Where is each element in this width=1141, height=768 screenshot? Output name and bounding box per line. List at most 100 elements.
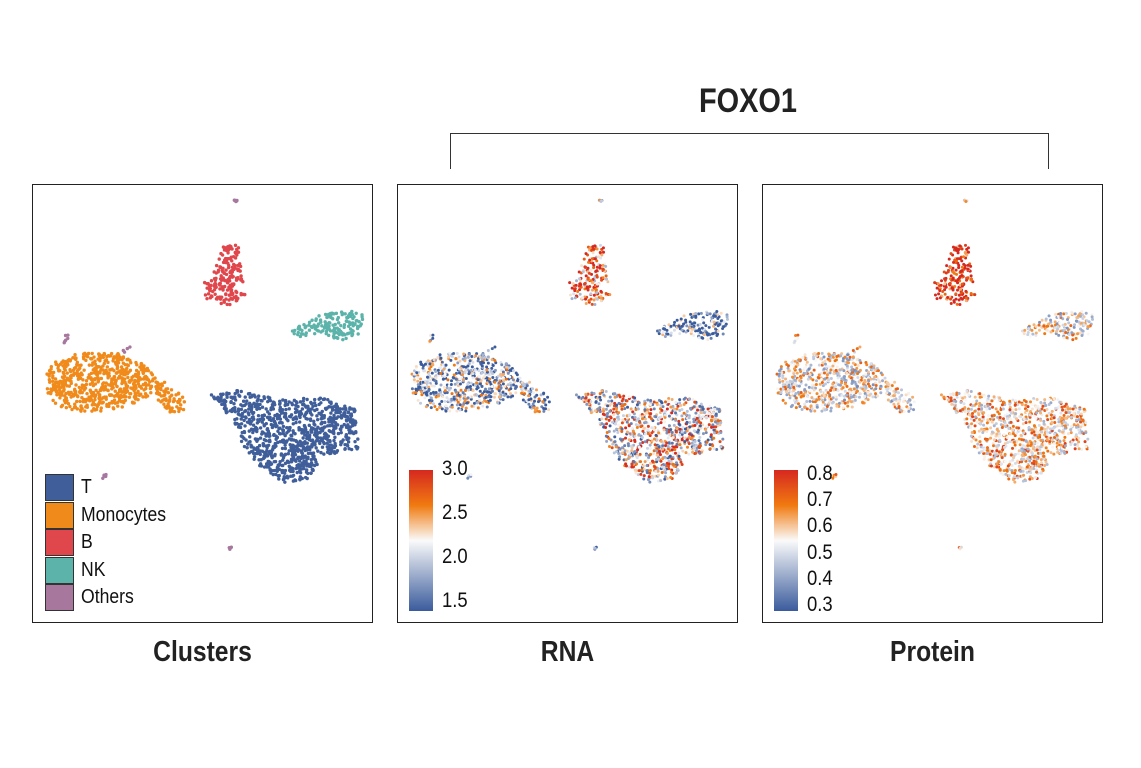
cell-point <box>708 323 712 327</box>
cell-point <box>1066 423 1070 427</box>
cell-point <box>254 438 259 442</box>
cell-point <box>570 297 574 301</box>
cell-point <box>218 265 223 269</box>
cell-point <box>1030 451 1034 455</box>
cell-point <box>681 425 685 429</box>
cell-point <box>149 384 153 389</box>
cell-point <box>308 451 313 455</box>
cell-point <box>588 246 592 250</box>
cell-point <box>328 321 332 325</box>
cell-point <box>680 438 684 442</box>
cell-point <box>1042 454 1046 458</box>
cell-point <box>575 279 579 283</box>
cell-point <box>971 404 975 408</box>
cell-point <box>677 324 681 328</box>
cell-point <box>435 408 439 412</box>
cell-point <box>514 384 518 388</box>
cell-point <box>493 345 497 349</box>
cell-point <box>124 369 128 373</box>
cell-point <box>218 281 222 286</box>
cell-point <box>273 420 277 425</box>
cell-point <box>287 400 291 404</box>
cell-point <box>233 398 238 402</box>
cell-point <box>511 369 515 373</box>
cell-point <box>627 465 631 469</box>
cell-point <box>590 391 594 395</box>
cell-point <box>982 411 986 415</box>
cell-point <box>664 444 668 448</box>
cell-point <box>541 400 545 404</box>
cell-point <box>578 288 582 292</box>
cell-point <box>716 419 720 423</box>
cell-point <box>663 415 667 419</box>
cell-point <box>437 394 441 398</box>
cell-point <box>989 436 993 440</box>
cell-point <box>590 395 594 399</box>
cell-point <box>593 257 597 261</box>
cell-point <box>624 464 628 468</box>
cell-point <box>265 432 269 436</box>
cell-point <box>1078 407 1082 411</box>
cell-point <box>60 375 65 379</box>
cell-point <box>181 407 186 412</box>
cell-point <box>1017 449 1021 453</box>
cell-point <box>285 431 289 435</box>
cell-point <box>641 464 645 468</box>
cell-point <box>247 407 251 411</box>
cell-point <box>108 368 113 372</box>
cell-point <box>623 452 627 456</box>
cell-point <box>315 407 319 412</box>
cell-point <box>647 415 651 419</box>
cell-point <box>348 420 353 424</box>
cell-point <box>617 457 621 461</box>
cell-point <box>118 387 123 391</box>
cell-point <box>625 414 629 418</box>
cell-point <box>1043 401 1047 405</box>
cell-point <box>598 392 602 396</box>
cell-point <box>279 411 284 415</box>
cell-point <box>69 376 73 380</box>
cell-point <box>335 317 340 322</box>
cell-point <box>97 352 101 356</box>
cell-point <box>444 409 448 413</box>
cell-point <box>248 395 252 399</box>
cell-point <box>149 391 153 395</box>
cell-point <box>973 415 977 419</box>
cell-point <box>665 428 669 432</box>
cell-point <box>625 420 629 424</box>
cell-point <box>99 368 103 372</box>
cell-point <box>1028 420 1032 424</box>
cell-point <box>102 352 107 356</box>
cell-point <box>600 417 604 421</box>
cell-point <box>346 324 351 328</box>
cell-point <box>613 440 617 444</box>
cell-point <box>660 465 664 469</box>
cell-point <box>618 395 622 399</box>
cell-point <box>456 361 460 365</box>
cell-point <box>1063 451 1067 455</box>
cell-point <box>531 391 535 395</box>
cell-point <box>428 378 432 382</box>
cell-point <box>343 404 347 408</box>
cell-point <box>239 389 243 394</box>
cell-point <box>346 423 350 427</box>
cell-point <box>457 367 461 371</box>
cell-point <box>335 335 339 340</box>
cell-point <box>632 443 636 447</box>
cell-point <box>1008 460 1012 464</box>
cell-point <box>489 395 493 399</box>
cell-point <box>1016 476 1020 480</box>
cell-point <box>965 422 969 426</box>
cell-point <box>143 375 147 379</box>
cell-point <box>978 395 982 399</box>
cell-point <box>688 432 692 436</box>
cell-point <box>438 405 442 409</box>
cell-point <box>128 345 132 349</box>
cell-point <box>473 383 477 387</box>
cell-point <box>704 415 708 419</box>
cell-point <box>646 478 650 482</box>
cell-point <box>635 462 639 466</box>
cell-point <box>1001 473 1005 477</box>
cell-point <box>607 399 611 403</box>
cell-point <box>255 429 259 434</box>
